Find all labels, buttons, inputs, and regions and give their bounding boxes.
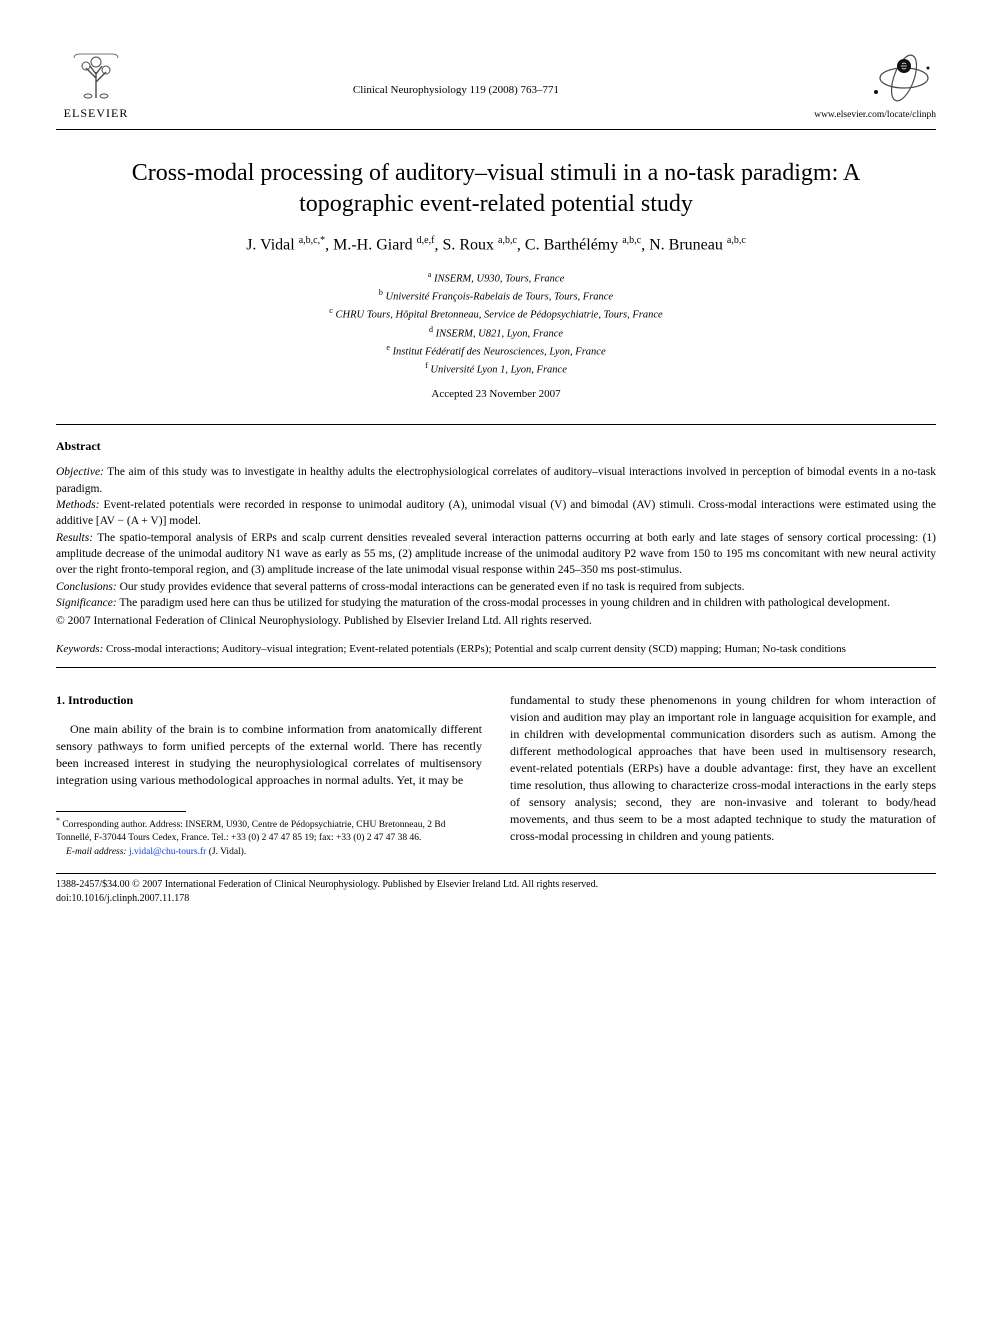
- abstract-conclusions-label: Conclusions:: [56, 581, 117, 593]
- intro-para-left: One main ability of the brain is to comb…: [56, 721, 482, 789]
- abstract-results-label: Results:: [56, 532, 93, 544]
- abstract-methods-text: Event-related potentials were recorded i…: [56, 499, 936, 527]
- clinph-globe-logo: [856, 48, 936, 108]
- abstract-heading: Abstract: [56, 439, 936, 454]
- footnote-email-tail: (J. Vidal).: [209, 847, 247, 857]
- article-title: Cross-modal processing of auditory–visua…: [96, 158, 896, 219]
- intro-para-right: fundamental to study these phenomenons i…: [510, 692, 936, 845]
- keywords-text: Cross-modal interactions; Auditory–visua…: [106, 643, 846, 655]
- header-rule: [56, 129, 936, 130]
- abstract-methods: Methods: Event-related potentials were r…: [56, 497, 936, 530]
- abstract-objective-text: The aim of this study was to investigate…: [56, 466, 936, 494]
- affiliations: a INSERM, U930, Tours, Franceb Universit…: [56, 269, 936, 379]
- accepted-date: Accepted 23 November 2007: [56, 388, 936, 400]
- abstract-methods-label: Methods:: [56, 499, 99, 511]
- column-left: 1. Introduction One main ability of the …: [56, 692, 482, 859]
- abstract-results: Results: The spatio-temporal analysis of…: [56, 530, 936, 579]
- abstract-objective: Objective: The aim of this study was to …: [56, 464, 936, 497]
- footer-rule: [56, 873, 936, 874]
- elsevier-tree-logo: [68, 48, 124, 104]
- footer-doi: doi:10.1016/j.clinph.2007.11.178: [56, 892, 936, 906]
- corresponding-author-footnote: * Corresponding author. Address: INSERM,…: [56, 816, 482, 845]
- footnote-email-link[interactable]: j.vidal@chu-tours.fr: [129, 847, 206, 857]
- column-right: fundamental to study these phenomenons i…: [510, 692, 936, 859]
- authors-line: J. Vidal a,b,c,*, M.-H. Giard d,e,f, S. …: [56, 235, 936, 254]
- footnote-email-label: E-mail address:: [66, 847, 127, 857]
- abstract-conclusions: Conclusions: Our study provides evidence…: [56, 579, 936, 595]
- abstract-results-text: The spatio-temporal analysis of ERPs and…: [56, 532, 936, 577]
- footnote-email-line: E-mail address: j.vidal@chu-tours.fr (J.…: [56, 846, 482, 859]
- abstract-significance-text: The paradigm used here can thus be utili…: [119, 597, 890, 609]
- body-columns: 1. Introduction One main ability of the …: [56, 692, 936, 859]
- abstract-objective-label: Objective:: [56, 466, 104, 478]
- abstract-rule-top: [56, 424, 936, 425]
- abstract-conclusions-text: Our study provides evidence that several…: [120, 581, 745, 593]
- page-header: ELSEVIER Clinical Neurophysiology 119 (2…: [56, 48, 936, 121]
- section-1-heading: 1. Introduction: [56, 692, 482, 709]
- footnote-rule: [56, 811, 186, 812]
- footnote-corr-text: Corresponding author. Address: INSERM, U…: [56, 820, 445, 843]
- publisher-block: ELSEVIER: [56, 48, 136, 121]
- keywords-line: Keywords: Cross-modal interactions; Audi…: [56, 642, 936, 657]
- journal-logo-block: www.elsevier.com/locate/clinph: [776, 48, 936, 120]
- journal-reference: Clinical Neurophysiology 119 (2008) 763–…: [136, 48, 776, 96]
- journal-url: www.elsevier.com/locate/clinph: [814, 110, 936, 120]
- abstract-body: Objective: The aim of this study was to …: [56, 464, 936, 629]
- abstract-significance: Significance: The paradigm used here can…: [56, 595, 936, 611]
- abstract-rule-bottom: [56, 667, 936, 668]
- abstract-copyright: © 2007 International Federation of Clini…: [56, 613, 936, 629]
- abstract-significance-label: Significance:: [56, 597, 117, 609]
- keywords-label: Keywords:: [56, 643, 103, 655]
- publisher-name: ELSEVIER: [64, 106, 129, 121]
- footer-copyright: 1388-2457/$34.00 © 2007 International Fe…: [56, 878, 936, 892]
